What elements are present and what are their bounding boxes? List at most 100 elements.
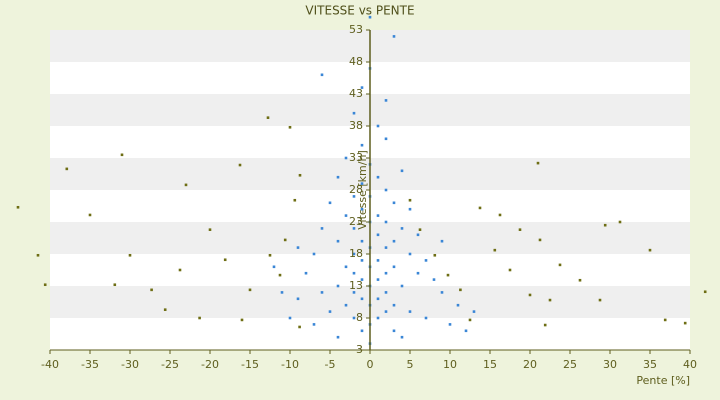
x-tick-label: -30 — [121, 358, 139, 371]
point — [296, 246, 300, 249]
point — [376, 259, 380, 262]
point — [392, 201, 396, 205]
point — [408, 198, 412, 202]
point — [538, 238, 542, 242]
point — [328, 201, 332, 205]
point — [328, 310, 332, 313]
point — [508, 268, 512, 272]
y-tick-label: 23 — [349, 215, 363, 228]
point — [424, 259, 428, 262]
point — [304, 271, 308, 275]
point — [320, 73, 324, 77]
point — [543, 323, 547, 327]
point — [416, 233, 420, 237]
point — [248, 288, 252, 292]
point — [384, 246, 388, 249]
point — [424, 316, 428, 320]
point — [344, 214, 348, 217]
point — [320, 227, 324, 230]
point — [336, 239, 340, 243]
point — [376, 214, 380, 217]
y-tick-label: 43 — [349, 87, 363, 100]
x-axis-label: Pente [%] — [636, 374, 690, 387]
point — [408, 252, 412, 256]
point — [368, 15, 372, 19]
point — [178, 268, 182, 272]
point — [43, 283, 47, 287]
point — [208, 228, 212, 231]
y-tick-label: 3 — [356, 343, 363, 356]
point — [88, 213, 92, 217]
point — [238, 163, 242, 167]
point — [408, 207, 412, 211]
point — [376, 175, 380, 179]
x-tick-label: -35 — [81, 358, 99, 371]
x-tick-label: 10 — [443, 358, 457, 371]
point — [352, 271, 356, 275]
point — [360, 329, 364, 333]
point — [384, 99, 388, 102]
point — [384, 137, 388, 141]
point — [360, 259, 364, 262]
point — [432, 278, 436, 281]
point — [548, 298, 552, 302]
point — [298, 325, 301, 329]
point — [618, 220, 622, 224]
point — [360, 207, 364, 211]
point — [376, 297, 380, 301]
point — [288, 316, 292, 320]
point — [468, 318, 472, 322]
point — [416, 271, 420, 275]
point — [336, 284, 340, 288]
point — [278, 273, 282, 277]
x-tick-label: 40 — [683, 358, 697, 371]
point — [493, 248, 497, 252]
point — [352, 252, 356, 256]
point — [298, 173, 302, 177]
x-tick-label: -15 — [241, 358, 259, 371]
point — [456, 303, 460, 307]
point — [336, 175, 340, 179]
point — [400, 227, 404, 230]
chart-title: VITESSE vs PENTE — [305, 4, 414, 18]
point — [478, 206, 482, 210]
point — [360, 239, 364, 243]
x-tick-label: 30 — [603, 358, 617, 371]
point — [648, 248, 652, 252]
point — [352, 316, 356, 320]
point — [536, 161, 540, 165]
point — [376, 278, 380, 281]
point — [120, 153, 124, 157]
point — [703, 290, 707, 294]
point — [344, 156, 348, 160]
point — [360, 86, 364, 89]
x-tick-label: 20 — [523, 358, 537, 371]
point — [392, 35, 396, 38]
point — [283, 238, 287, 242]
point — [498, 213, 502, 217]
point — [198, 316, 201, 320]
point — [16, 205, 20, 209]
point — [312, 323, 316, 326]
point — [352, 227, 356, 230]
point — [352, 111, 356, 115]
point — [223, 258, 227, 262]
point — [433, 253, 437, 257]
x-tick-label: 25 — [563, 358, 577, 371]
x-tick-label: -25 — [161, 358, 179, 371]
point — [344, 265, 348, 269]
point — [272, 265, 276, 269]
point — [293, 198, 297, 202]
point — [360, 143, 364, 147]
x-tick-label: -5 — [325, 358, 336, 371]
point — [464, 329, 468, 333]
point — [472, 310, 476, 313]
point — [352, 195, 356, 198]
x-tick-label: -40 — [41, 358, 59, 371]
point — [392, 303, 396, 307]
point — [163, 308, 167, 311]
y-tick-label: 8 — [356, 311, 363, 324]
point — [184, 183, 188, 187]
point — [128, 253, 132, 257]
